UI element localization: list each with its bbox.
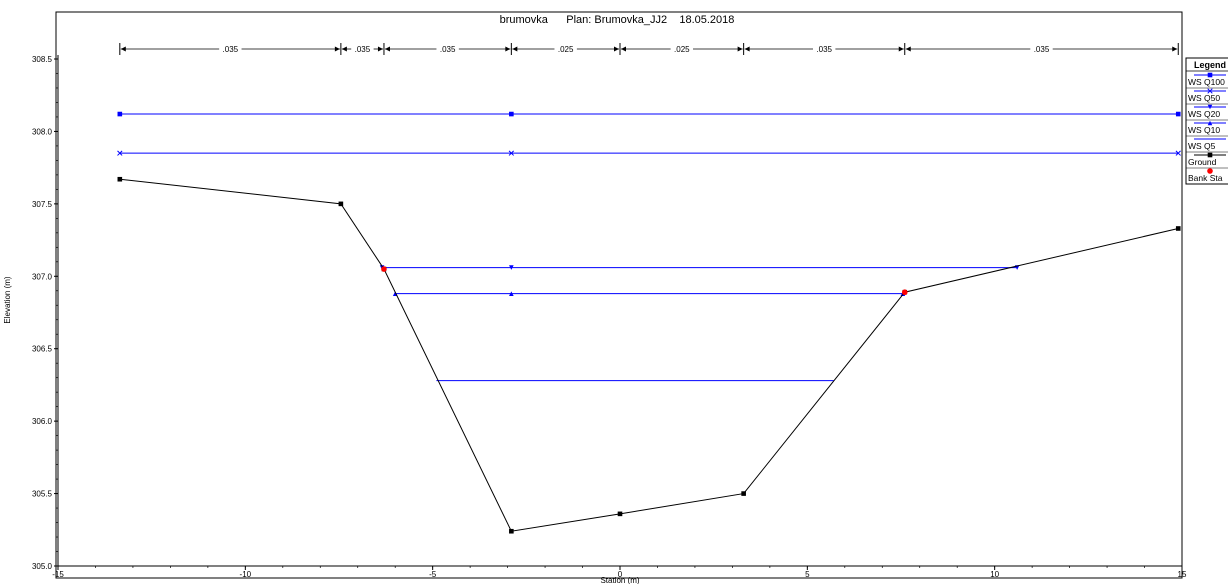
data-point bbox=[901, 289, 908, 296]
legend-marker bbox=[1207, 152, 1213, 158]
data-point bbox=[117, 150, 123, 156]
legend-label: WS Q5 bbox=[1188, 141, 1216, 151]
n-value-label: .025 bbox=[558, 45, 574, 54]
n-value-label: .035 bbox=[355, 45, 371, 54]
y-tick-label: 308.5 bbox=[32, 55, 53, 64]
series-ws-q50 bbox=[117, 150, 1181, 156]
n-value-label: .035 bbox=[440, 45, 456, 54]
chart-title: brumovka Plan: Brumovka_JJ2 18.05.2018 bbox=[500, 14, 735, 26]
x-tick-label: -5 bbox=[429, 570, 437, 579]
data-point bbox=[381, 266, 387, 272]
y-tick-label: 307.5 bbox=[32, 200, 53, 209]
n-segment: .035 bbox=[120, 45, 340, 54]
y-axis-label: Elevation (m) bbox=[3, 276, 12, 323]
data-point bbox=[617, 511, 623, 517]
data-point bbox=[1175, 150, 1181, 156]
n-segment: .035 bbox=[384, 45, 511, 54]
mannings-n-band: .035 .035 .035 .025 .025 .035 .035 bbox=[119, 43, 1179, 55]
y-tick-label: 305.5 bbox=[32, 490, 53, 499]
legend: Legend WS Q100 WS Q50 WS Q20 WS Q10 WS Q5 Grou… bbox=[1185, 57, 1228, 185]
legend-label: WS Q50 bbox=[1188, 93, 1220, 103]
legend-label: WS Q20 bbox=[1188, 109, 1220, 119]
data-point bbox=[509, 265, 514, 270]
x-tick-label: 15 bbox=[1178, 570, 1187, 579]
y-tick-label: 306.0 bbox=[32, 417, 53, 426]
n-segment: .025 bbox=[512, 45, 619, 54]
axes: 305.0 305.5 306.0 306.5 307.0 307.5 308.0 308.5… bbox=[32, 55, 1187, 579]
legend-marker bbox=[1207, 168, 1213, 174]
n-segment: .035 bbox=[341, 45, 383, 54]
data-point bbox=[741, 491, 746, 496]
y-tick-label: 308.0 bbox=[32, 127, 53, 136]
legend-box bbox=[1185, 57, 1228, 185]
data-point bbox=[508, 150, 515, 156]
x-tick-label: 0 bbox=[618, 570, 623, 579]
legend-label: WS Q100 bbox=[1188, 77, 1225, 87]
y-tick-label: 306.5 bbox=[32, 345, 53, 354]
plot-frame bbox=[55, 11, 1183, 579]
n-value-label: .035 bbox=[223, 45, 239, 54]
series-bank-sta bbox=[381, 266, 908, 296]
legend-marker bbox=[1207, 88, 1213, 94]
legend-label: Bank Sta bbox=[1188, 173, 1223, 183]
data-point bbox=[509, 291, 514, 296]
legend-label: Ground bbox=[1188, 157, 1217, 167]
legend-marker bbox=[1207, 72, 1213, 78]
x-tick-label: 10 bbox=[990, 570, 999, 579]
legend-item-bank-sta: Bank Sta bbox=[1188, 168, 1223, 183]
data-point bbox=[509, 111, 514, 117]
series-ws-q100 bbox=[117, 111, 1181, 117]
data-point bbox=[117, 111, 123, 117]
n-value-label: .035 bbox=[1034, 45, 1050, 54]
legend-marker bbox=[1207, 104, 1213, 110]
legend-marker bbox=[1207, 120, 1213, 126]
n-segment: .035 bbox=[905, 45, 1178, 54]
n-segment: .035 bbox=[744, 45, 904, 54]
data-point bbox=[509, 528, 514, 534]
x-tick-label: -10 bbox=[240, 570, 252, 579]
data-point bbox=[117, 176, 123, 182]
n-value-label: .025 bbox=[674, 45, 690, 54]
y-tick-label: 305.0 bbox=[32, 562, 53, 571]
y-tick-label: 307.0 bbox=[32, 272, 53, 281]
n-value-label: .035 bbox=[816, 45, 832, 54]
series-layer bbox=[117, 111, 1181, 534]
legend-title: Legend bbox=[1194, 60, 1226, 70]
data-point bbox=[338, 201, 344, 207]
legend-label: WS Q10 bbox=[1188, 125, 1220, 135]
n-segment: .025 bbox=[621, 45, 743, 54]
data-point bbox=[1175, 111, 1181, 117]
data-point bbox=[1175, 226, 1181, 231]
x-tick-label: -15 bbox=[52, 570, 64, 579]
x-axis-label: Station (m) bbox=[600, 576, 639, 584]
series-line bbox=[119, 178, 1179, 532]
x-tick-label: 5 bbox=[805, 570, 810, 579]
